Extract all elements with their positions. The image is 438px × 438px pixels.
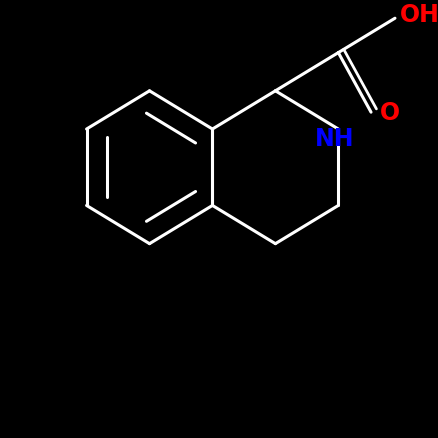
Text: O: O (379, 101, 399, 125)
Text: NH: NH (314, 127, 353, 150)
Text: OH: OH (399, 3, 438, 27)
